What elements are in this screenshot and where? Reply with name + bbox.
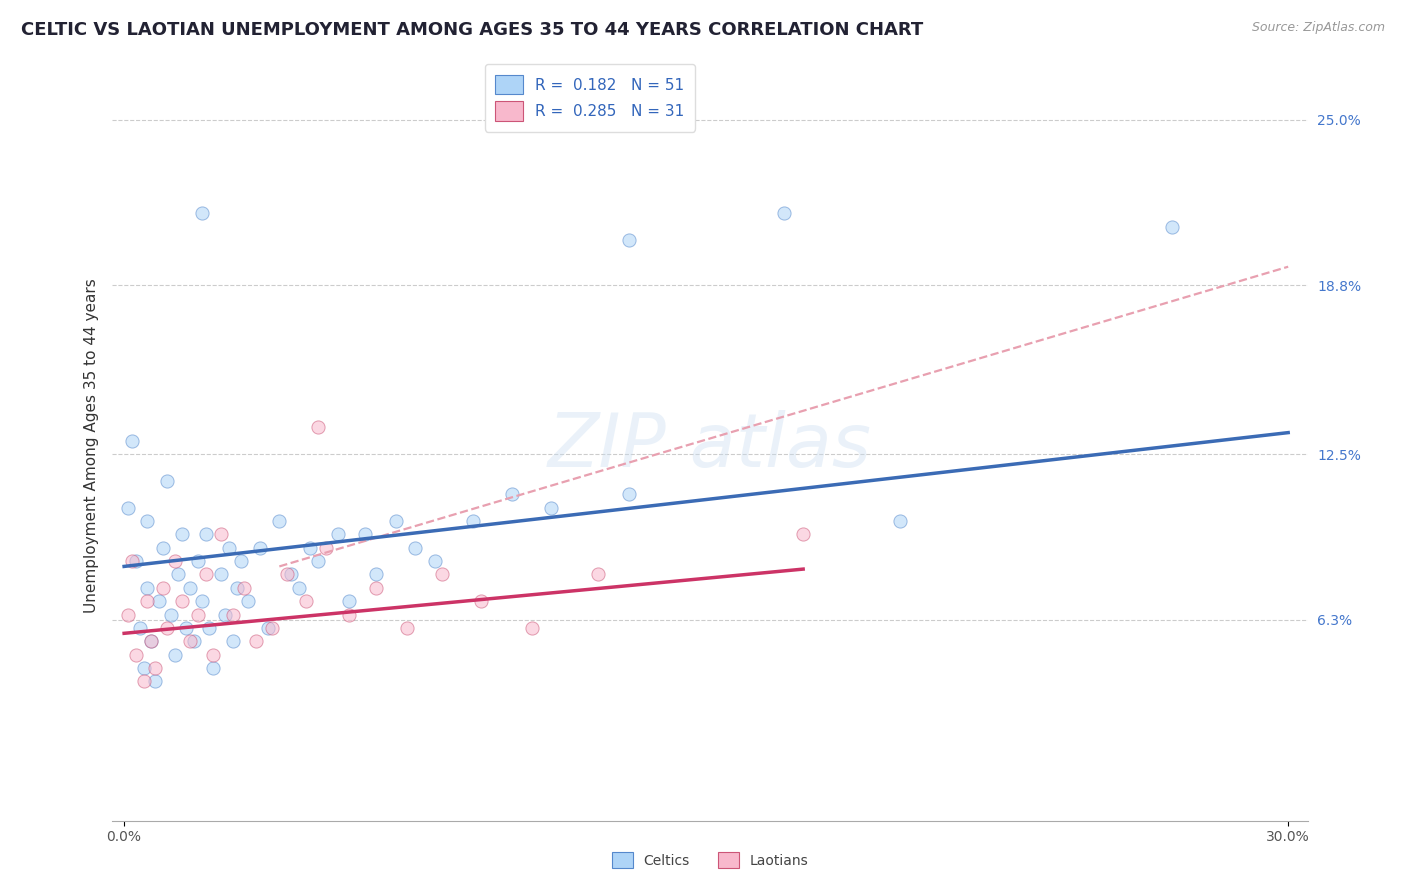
Point [423,554,446,568]
Point [141,634,163,648]
Point [520,621,543,635]
Point [432,567,454,582]
Point [152,581,174,595]
Text: Source: ZipAtlas.com: Source: ZipAtlas.com [1251,21,1385,34]
Point [163,554,186,568]
Point [396,621,419,635]
Point [276,567,298,582]
Point [143,674,166,689]
Point [143,661,166,675]
Point [326,527,349,541]
Point [190,594,212,608]
Point [121,554,143,568]
Point [299,541,322,555]
Point [222,634,245,648]
Point [337,594,360,608]
Point [194,527,217,541]
Point [1160,219,1182,234]
Point [586,567,609,582]
Point [117,500,139,515]
Point [617,233,640,247]
Point [256,621,278,635]
Point [202,648,225,662]
Point [117,607,139,622]
Point [238,594,260,608]
Point [229,554,252,568]
Point [132,661,155,675]
Point [187,607,209,622]
Point [463,514,485,528]
Point [209,527,232,541]
Point [148,594,170,608]
Point [125,554,148,568]
Point [172,527,194,541]
Point [245,634,267,648]
Point [156,474,179,488]
Point [269,514,291,528]
Point [772,206,794,220]
Point [194,567,217,582]
Point [167,567,190,582]
Point [260,621,283,635]
Text: ZIP atlas: ZIP atlas [548,410,872,482]
Point [249,541,271,555]
Point [287,581,309,595]
Point [792,527,814,541]
Point [128,621,150,635]
Point [132,674,155,689]
Point [366,567,388,582]
Point [540,500,562,515]
Point [172,594,194,608]
Point [214,607,236,622]
Point [209,567,232,582]
Point [187,554,209,568]
Point [202,661,225,675]
Point [156,621,179,635]
Point [337,607,360,622]
Point [125,648,148,662]
Point [225,581,247,595]
Point [163,648,186,662]
Point [366,581,388,595]
Point [183,634,205,648]
Legend: Celtics, Laotians: Celtics, Laotians [606,847,814,873]
Point [136,514,159,528]
Point [121,434,143,448]
Point [404,541,426,555]
Point [136,581,159,595]
Point [174,621,197,635]
Point [295,594,318,608]
Point [307,420,329,434]
Point [315,541,337,555]
Point [179,581,201,595]
Point [179,634,201,648]
Point [136,594,159,608]
Point [617,487,640,501]
Point [141,634,163,648]
Point [280,567,302,582]
Point [384,514,406,528]
Point [222,607,245,622]
Point [190,206,212,220]
Point [353,527,375,541]
Point [470,594,492,608]
Text: CELTIC VS LAOTIAN UNEMPLOYMENT AMONG AGES 35 TO 44 YEARS CORRELATION CHART: CELTIC VS LAOTIAN UNEMPLOYMENT AMONG AGE… [21,21,924,38]
Point [307,554,329,568]
Point [159,607,181,622]
Y-axis label: Unemployment Among Ages 35 to 44 years: Unemployment Among Ages 35 to 44 years [83,278,98,614]
Point [889,514,911,528]
Point [218,541,240,555]
Point [152,541,174,555]
Point [233,581,256,595]
Point [198,621,221,635]
Point [501,487,523,501]
